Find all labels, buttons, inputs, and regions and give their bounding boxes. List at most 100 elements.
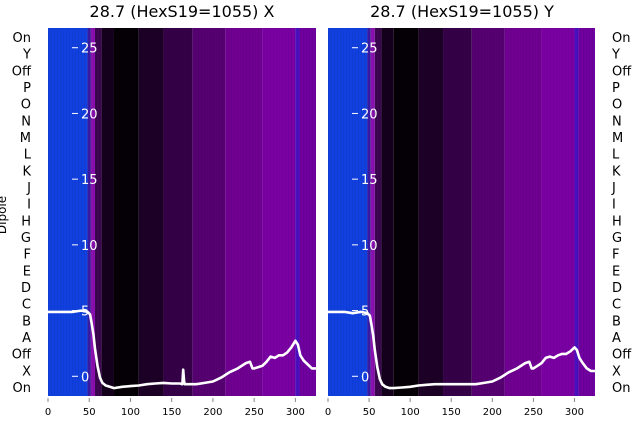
- category-label-right: C: [612, 298, 621, 313]
- category-label-left: H: [21, 214, 31, 229]
- heatmap-texture-line: [340, 28, 341, 396]
- heatmap-band: [95, 28, 102, 396]
- heatmap-texture-line: [270, 28, 271, 396]
- category-label-right: P: [612, 81, 620, 96]
- heatmap-texture-line: [174, 28, 175, 396]
- category-label-right: Y: [611, 48, 620, 63]
- heatmap-texture-line: [436, 28, 437, 396]
- heatmap-band: [370, 28, 375, 396]
- heatmap-texture-line: [559, 28, 560, 396]
- heatmap-texture-line: [469, 28, 470, 396]
- heatmap-texture-line: [123, 28, 124, 396]
- heatmap-texture-line: [129, 28, 130, 396]
- category-label-right: Off: [612, 64, 632, 79]
- heatmap-texture-line: [370, 28, 371, 396]
- category-label-left: E: [23, 264, 31, 279]
- heatmap-texture-line: [51, 28, 52, 396]
- heatmap-band: [87, 28, 91, 396]
- category-label-right: X: [612, 364, 621, 379]
- heatmap-texture-line: [138, 28, 139, 396]
- heatmap-texture-line: [114, 28, 115, 396]
- heatmap-texture-line: [574, 28, 575, 396]
- heatmap-texture-line: [99, 28, 100, 396]
- heatmap-texture-line: [355, 28, 356, 396]
- heatmap-texture-line: [589, 28, 590, 396]
- heatmap-texture-line: [144, 28, 145, 396]
- heatmap-texture-line: [189, 28, 190, 396]
- category-label-right: M: [612, 131, 623, 146]
- heatmap-texture-line: [81, 28, 82, 396]
- heatmap-texture-line: [57, 28, 58, 396]
- category-label-right: F: [612, 248, 619, 263]
- heatmap-texture-line: [514, 28, 515, 396]
- category-label-left: G: [21, 231, 31, 246]
- heatmap-texture-line: [48, 28, 49, 396]
- heatmap-texture-line: [394, 28, 395, 396]
- heatmap-texture-line: [352, 28, 353, 396]
- heatmap-texture-line: [328, 28, 329, 396]
- heatmap-texture-line: [577, 28, 578, 396]
- heatmap-texture-line: [376, 28, 377, 396]
- category-label-right: L: [612, 148, 620, 163]
- heatmap-texture-line: [258, 28, 259, 396]
- x-tick-label: 0: [325, 407, 331, 418]
- x-tick-label: 250: [245, 407, 264, 418]
- heatmap-texture-line: [243, 28, 244, 396]
- heatmap-texture-line: [550, 28, 551, 396]
- heatmap-texture-line: [541, 28, 542, 396]
- category-label-right: E: [612, 264, 620, 279]
- heatmap-texture-line: [192, 28, 193, 396]
- heatmap-texture-line: [219, 28, 220, 396]
- heatmap-texture-line: [367, 28, 368, 396]
- heatmap-band: [113, 28, 139, 396]
- heatmap-band: [101, 28, 114, 396]
- heatmap-texture-line: [526, 28, 527, 396]
- x-tick-label: 250: [524, 407, 543, 418]
- heatmap-texture-line: [156, 28, 157, 396]
- heatmap-band: [138, 28, 164, 396]
- heatmap-texture-line: [228, 28, 229, 396]
- heatmap-texture-line: [234, 28, 235, 396]
- heatmap-texture-line: [364, 28, 365, 396]
- heatmap-texture-line: [237, 28, 238, 396]
- heatmap-texture-line: [511, 28, 512, 396]
- heatmap-texture-line: [168, 28, 169, 396]
- x-tick-label: 50: [83, 407, 96, 418]
- heatmap-texture-line: [493, 28, 494, 396]
- category-label-right: A: [612, 331, 621, 346]
- heatmap-texture-line: [198, 28, 199, 396]
- heatmap-texture-line: [406, 28, 407, 396]
- heatmap-texture-line: [264, 28, 265, 396]
- overlay-y-tick-label: 15: [361, 173, 378, 188]
- heatmap-texture-line: [475, 28, 476, 396]
- heatmap-band: [374, 28, 382, 396]
- heatmap-texture-line: [430, 28, 431, 396]
- heatmap-texture-line: [361, 28, 362, 396]
- category-label-right: G: [612, 231, 622, 246]
- heatmap-texture-line: [117, 28, 118, 396]
- heatmap-texture-line: [255, 28, 256, 396]
- heatmap-texture-line: [183, 28, 184, 396]
- heatmap-texture-line: [69, 28, 70, 396]
- heatmap-texture-line: [288, 28, 289, 396]
- heatmap-texture-line: [93, 28, 94, 396]
- series-line: [326, 310, 597, 390]
- category-label-left: L: [24, 148, 32, 163]
- heatmap-band: [574, 28, 579, 396]
- heatmap-texture-line: [583, 28, 584, 396]
- heatmap-texture-line: [388, 28, 389, 396]
- heatmap-texture-line: [261, 28, 262, 396]
- heatmap-texture-line: [565, 28, 566, 396]
- heatmap-texture-line: [487, 28, 488, 396]
- heatmap-texture-line: [60, 28, 61, 396]
- heatmap-texture-line: [499, 28, 500, 396]
- heatmap-texture-line: [580, 28, 581, 396]
- label-layer: 28.7 (HexS19=1055) X 28.7 (HexS19=1055) …: [0, 2, 632, 418]
- heatmap-texture-line: [72, 28, 73, 396]
- category-label-left: C: [22, 298, 31, 313]
- heatmap-texture-line: [520, 28, 521, 396]
- heatmap-texture-line: [562, 28, 563, 396]
- heatmap-band: [299, 28, 316, 396]
